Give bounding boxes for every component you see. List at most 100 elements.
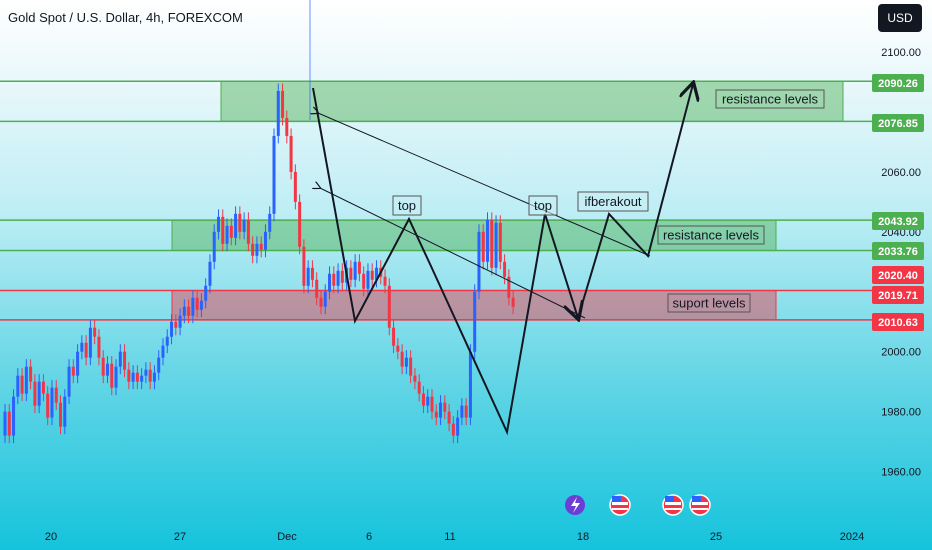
us-flag-icon[interactable]	[689, 494, 711, 516]
candle-body	[319, 297, 323, 307]
candle-body	[152, 372, 156, 382]
candle-body	[178, 315, 182, 328]
candle-body	[263, 231, 267, 250]
candle-body	[298, 201, 302, 247]
price-badge-label: 2076.85	[878, 118, 918, 130]
x-tick-label: Dec	[277, 531, 297, 543]
candle-body	[366, 270, 370, 289]
price-badge-label: 2043.92	[878, 216, 918, 228]
candle-body	[110, 363, 114, 388]
candle-body	[101, 357, 105, 376]
candle-body	[229, 225, 233, 238]
candle-body	[225, 225, 229, 244]
zone-label: resistance levels	[663, 228, 760, 243]
y-tick-label: 1980.00	[881, 407, 921, 419]
us-flag-icon[interactable]	[662, 494, 684, 516]
candle-body	[59, 402, 63, 427]
trend-line	[320, 188, 586, 319]
candle-body	[507, 276, 511, 298]
candle-body	[477, 231, 481, 292]
candle-body	[353, 261, 357, 280]
candle-body	[182, 306, 186, 316]
candle-body	[486, 219, 490, 262]
price-badge	[872, 114, 924, 132]
candle-body	[413, 375, 417, 382]
candle-body	[84, 342, 88, 358]
x-tick-label: 20	[45, 531, 57, 543]
candle-body	[80, 342, 84, 352]
candle-body	[370, 270, 374, 280]
candle-body	[144, 369, 148, 376]
price-badge	[872, 286, 924, 304]
candle-body	[421, 393, 425, 406]
candle-body	[251, 243, 255, 256]
candle-body	[174, 321, 178, 328]
candle-body	[67, 366, 71, 397]
candle-body	[37, 381, 41, 406]
x-tick-label: 25	[710, 531, 722, 543]
candle-body	[511, 297, 515, 307]
candle-body	[451, 423, 455, 436]
candle-body	[187, 306, 191, 316]
candle-body	[404, 357, 408, 367]
candle-body	[426, 396, 430, 406]
candle-body	[20, 375, 24, 394]
candle-body	[195, 297, 199, 310]
candle-body	[165, 336, 169, 346]
x-tick-label: 11	[444, 531, 455, 543]
candle-body	[396, 345, 400, 352]
candle-body	[498, 222, 502, 262]
candle-body	[76, 351, 80, 376]
candle-body	[208, 261, 212, 286]
us-flag-icon[interactable]	[609, 494, 631, 516]
price-badge-label: 2019.71	[878, 290, 918, 302]
zone-rect	[171, 219, 777, 252]
candle-body	[221, 216, 225, 244]
candle-body	[409, 357, 413, 376]
candle-body	[447, 411, 451, 424]
price-badge-label: 2020.40	[878, 270, 918, 282]
y-tick-label: 2060.00	[881, 167, 921, 179]
candle-body	[246, 219, 250, 244]
candle-body	[374, 267, 378, 280]
chart-title: Gold Spot / U.S. Dollar, 4h, FOREXCOM	[8, 10, 243, 25]
candle-body	[234, 213, 238, 238]
candle-body	[123, 351, 127, 370]
candle-body	[170, 321, 174, 337]
zone-label-box	[715, 89, 825, 109]
price-badge	[872, 266, 924, 284]
zone-label: resistance levels	[722, 92, 819, 107]
candle-body	[71, 366, 75, 376]
candle-body	[259, 243, 263, 250]
candle-body	[255, 243, 259, 256]
candle-body	[328, 273, 332, 292]
x-tick-label: 27	[174, 531, 186, 543]
candle-body	[148, 369, 152, 382]
candle-body	[118, 351, 122, 367]
candle-body	[323, 291, 327, 307]
candle-body	[340, 270, 344, 283]
candle-body	[12, 396, 16, 436]
candle-body	[272, 135, 276, 214]
candle-body	[349, 267, 353, 280]
y-tick-label: 2000.00	[881, 347, 921, 359]
candle-body	[362, 273, 366, 289]
currency-button[interactable]: USD	[878, 4, 922, 32]
candle-body	[434, 411, 438, 418]
candle-body	[41, 381, 45, 394]
annotation-box	[528, 195, 558, 216]
candle-body	[443, 402, 447, 412]
annotation-label: ifberakout	[584, 194, 641, 209]
candle-body	[131, 372, 135, 382]
candle-body	[336, 270, 340, 286]
candle-body	[302, 246, 306, 286]
candle-body	[161, 345, 165, 358]
lightning-icon[interactable]	[565, 495, 585, 515]
candle-body	[490, 219, 494, 268]
candle-body	[127, 369, 131, 382]
x-tick-label: 2024	[840, 531, 864, 543]
candle-body	[33, 381, 37, 406]
candle-body	[293, 171, 297, 202]
